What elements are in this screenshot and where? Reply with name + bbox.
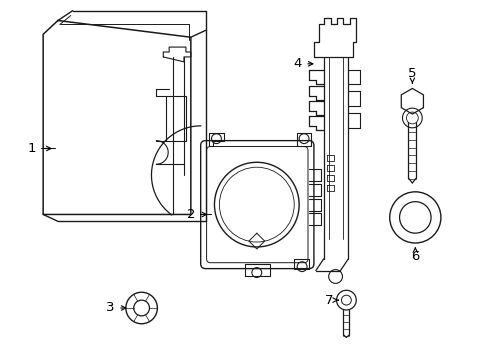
Text: 6: 6 bbox=[410, 250, 419, 263]
FancyBboxPatch shape bbox=[200, 141, 313, 269]
FancyBboxPatch shape bbox=[206, 147, 307, 263]
Text: 7: 7 bbox=[324, 294, 332, 307]
Text: 3: 3 bbox=[105, 301, 114, 315]
Text: 2: 2 bbox=[186, 208, 195, 221]
Text: 4: 4 bbox=[292, 57, 301, 70]
Text: 5: 5 bbox=[407, 67, 416, 80]
Text: 1: 1 bbox=[27, 142, 36, 155]
